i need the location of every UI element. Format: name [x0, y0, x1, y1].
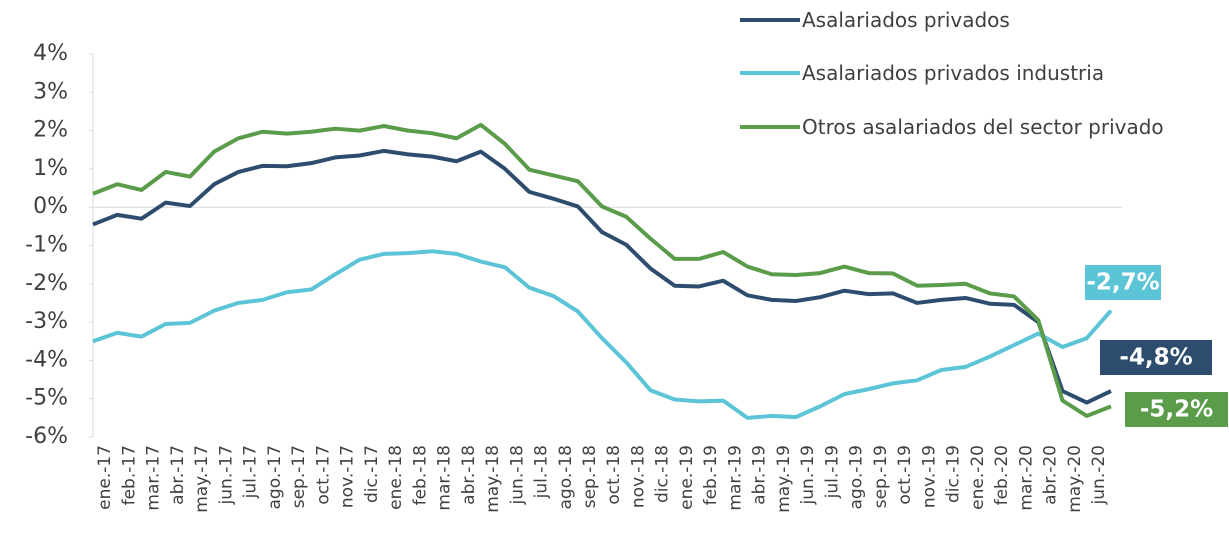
- legend-label: Asalariados privados industria: [802, 61, 1105, 85]
- x-tick-label: dic.-19: [944, 445, 964, 503]
- x-tick-label: jun.-17: [216, 445, 236, 505]
- x-tick-label: may.-20: [1065, 445, 1085, 513]
- x-tick-label: abr.-18: [459, 445, 479, 505]
- x-tick-label: jun.-18: [507, 445, 527, 505]
- x-tick-label: ene.-18: [386, 445, 406, 510]
- x-tick-label: ago.-18: [556, 445, 576, 509]
- x-tick-label: jun.-19: [798, 445, 818, 505]
- y-tick-label: 4%: [33, 41, 68, 66]
- end-label-box: [1085, 265, 1161, 300]
- x-tick-label: nov.-18: [628, 445, 648, 508]
- end-label: -4,8%: [1100, 340, 1212, 375]
- y-tick-label: -1%: [25, 233, 68, 258]
- x-tick-label: ene.-17: [95, 445, 115, 510]
- legend-label: Asalariados privados: [802, 8, 1010, 32]
- y-tick-label: -5%: [25, 386, 68, 411]
- x-tick-label: oct.-19: [895, 445, 915, 505]
- x-tick-label: mar.-20: [1016, 445, 1036, 511]
- end-label-text: -5,2%: [1140, 397, 1213, 423]
- x-tick-label: jul.-18: [532, 445, 552, 499]
- series-line: [92, 249, 1113, 420]
- x-tick-label: abr.-20: [1041, 445, 1061, 505]
- y-tick-label: -3%: [25, 309, 68, 334]
- end-label-text: -4,8%: [1119, 345, 1192, 371]
- legend-label: Otros asalariados del sector privado: [802, 115, 1164, 139]
- x-tick-label: abr.-17: [168, 445, 188, 505]
- x-tick-label: abr.-19: [750, 445, 770, 505]
- y-tick-label: -6%: [25, 424, 68, 449]
- series-line: [92, 122, 1112, 418]
- x-tick-label: dic.-18: [653, 445, 673, 503]
- x-tick-label: ene.-20: [968, 445, 988, 510]
- end-label-text: -2,7%: [1086, 270, 1159, 296]
- x-tick-label: sep.-18: [580, 445, 600, 508]
- x-tick-label: feb.-19: [701, 445, 721, 505]
- x-tick-label: sep.-17: [289, 445, 309, 508]
- x-tick-label: dic.-17: [362, 445, 382, 503]
- x-tick-label: feb.-20: [992, 445, 1012, 505]
- x-tick-label: oct.-17: [313, 445, 333, 505]
- series-line: [92, 148, 1112, 405]
- y-tick-label: -4%: [25, 347, 68, 372]
- y-tick-label: 3%: [33, 79, 68, 104]
- y-tick-label: 0%: [33, 194, 68, 219]
- x-tick-label: ene.-19: [677, 445, 697, 510]
- x-tick-label: jul.-17: [241, 445, 261, 499]
- x-tick-label: nov.-19: [919, 445, 939, 508]
- end-label: -2,7%: [1085, 265, 1161, 300]
- y-tick-label: 1%: [33, 156, 68, 181]
- end-label-box: [1100, 340, 1212, 375]
- x-tick-label: ago.-17: [265, 445, 285, 509]
- x-tick-label: may.-19: [774, 445, 794, 513]
- end-label-box: [1125, 392, 1228, 427]
- x-tick-label: mar.-17: [144, 445, 164, 511]
- x-tick-label: nov.-17: [338, 445, 358, 508]
- x-tick-label: may.-18: [483, 445, 503, 513]
- x-tick-label: mar.-19: [725, 445, 745, 511]
- y-tick-label: 2%: [33, 118, 68, 143]
- end-label: -5,2%: [1125, 392, 1228, 427]
- x-tick-label: jun.-20: [1089, 445, 1109, 505]
- x-tick-label: oct.-18: [604, 445, 624, 505]
- x-tick-label: ago.-19: [847, 445, 867, 509]
- y-tick-label: -2%: [25, 271, 68, 296]
- x-tick-label: jul.-19: [822, 445, 842, 499]
- x-tick-label: feb.-17: [119, 445, 139, 505]
- x-tick-label: mar.-18: [435, 445, 455, 511]
- x-tick-label: sep.-19: [871, 445, 891, 508]
- x-tick-label: feb.-18: [410, 445, 430, 505]
- x-tick-label: may.-17: [192, 445, 212, 513]
